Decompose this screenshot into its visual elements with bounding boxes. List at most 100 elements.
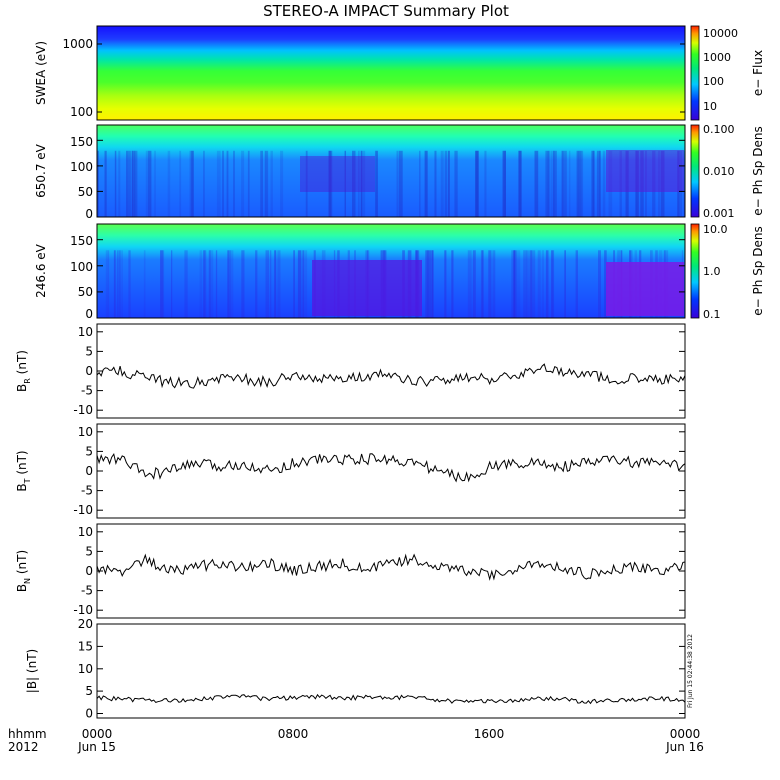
depletion-region xyxy=(606,262,684,316)
spectrogram-streak xyxy=(361,150,366,217)
spectrogram-streak xyxy=(113,250,116,318)
plot-timestamp: Fri Jun 15 02:44:38 2012 xyxy=(687,634,694,708)
swea-cb-tick-3: 10 xyxy=(703,100,717,113)
y-tick-label: 0 xyxy=(85,464,93,478)
spectrogram-streak xyxy=(302,250,304,318)
pad650-colorbar xyxy=(690,124,700,218)
spectrogram-streak xyxy=(576,150,579,217)
spectrogram-streak xyxy=(569,150,571,217)
pad246-ytick-0: 0 xyxy=(85,307,93,321)
y-tick-label: 5 xyxy=(85,684,93,698)
spectrogram-streak xyxy=(398,150,403,217)
swea-ytick-100: 100 xyxy=(70,105,93,119)
spectrogram-streak xyxy=(561,150,564,217)
spectrogram-streak xyxy=(116,250,119,318)
spectrogram-streak xyxy=(274,250,277,318)
spectrogram-streak xyxy=(199,250,202,318)
spectrogram-streak xyxy=(328,150,333,217)
spectrogram-streak xyxy=(503,150,506,217)
date-label-start: Jun 15 xyxy=(77,740,116,754)
y-tick-label: -10 xyxy=(73,403,93,417)
pad650-ytick-0: 0 xyxy=(85,207,93,221)
spectrogram-streak xyxy=(448,150,450,217)
swea-cb-tick-2: 100 xyxy=(703,75,724,88)
spectrogram-streak xyxy=(227,250,231,318)
xtick-1600: 1600 xyxy=(474,727,505,741)
pad650-ytick-100: 100 xyxy=(70,160,93,174)
spectrogram-streak xyxy=(488,250,492,318)
spectrogram-streak xyxy=(160,250,164,318)
swea-cb-tick-0: 10000 xyxy=(703,27,738,40)
spectrogram-streak xyxy=(493,250,496,318)
spectrogram-streak xyxy=(209,250,214,318)
spectrogram-streak xyxy=(143,250,146,318)
pad650-ytick-150: 150 xyxy=(70,135,93,149)
spectrogram-streak xyxy=(581,150,584,217)
pad246-ytick-50: 50 xyxy=(78,285,93,299)
spectrogram-streak xyxy=(467,250,472,318)
spectrogram-streak xyxy=(592,150,594,217)
spectrogram-streak xyxy=(118,150,121,217)
xtick-0000-start: 0000 xyxy=(82,727,113,741)
spectrogram-streak xyxy=(431,250,433,318)
bn-panel: 10 5 0 -5 -10 BN (nT) xyxy=(15,523,686,619)
spectrogram-streak xyxy=(202,250,205,318)
y-tick-label: 5 xyxy=(85,344,93,358)
spectrogram-streak xyxy=(270,150,273,217)
spectrogram-streak xyxy=(541,250,544,318)
spectrogram-streak xyxy=(451,250,454,318)
spectrogram-streak xyxy=(280,150,284,217)
pad650-cb-tick-0: 0.100 xyxy=(703,123,735,136)
spectrogram-streak xyxy=(593,150,595,217)
br-series-line xyxy=(96,363,686,389)
spectrogram-streak xyxy=(114,150,116,217)
spectrogram-streak xyxy=(424,150,428,217)
spectrogram-streak xyxy=(297,250,302,318)
spectrogram-streak xyxy=(427,250,429,318)
pad246-ylabel: 246.6 eV xyxy=(34,243,48,298)
spectrogram-streak xyxy=(344,150,346,217)
spectrogram-streak xyxy=(222,150,224,217)
pad650-cb-label: e− Ph Sp Dens xyxy=(751,126,765,215)
spectrogram-streak xyxy=(513,250,517,318)
spectrogram-streak xyxy=(255,250,258,318)
pad650-panel: 150 100 50 0 650.7 eV 0.100 0.010 0.001 … xyxy=(34,123,765,221)
spectrogram-streak xyxy=(598,250,601,318)
spectrogram-streak xyxy=(427,250,431,318)
spectrogram-streak xyxy=(434,150,437,217)
spectrogram-streak xyxy=(131,150,134,217)
spectrogram-streak xyxy=(264,150,267,217)
spectrogram-streak xyxy=(105,250,108,318)
spectrogram-streak xyxy=(444,150,448,217)
footer-year: 2012 xyxy=(8,740,39,754)
bn-ylabel: BN (nT) xyxy=(15,550,32,592)
spectrogram-streak xyxy=(233,150,235,217)
br-panel: 10 5 0 -5 -10 BR (nT) xyxy=(15,323,686,419)
pad246-cb-tick-1: 1.0 xyxy=(703,265,721,278)
y-tick-label: 15 xyxy=(78,639,93,653)
spectrogram-streak xyxy=(425,150,427,217)
spectrogram-streak xyxy=(577,150,582,217)
y-tick-label: 20 xyxy=(78,617,93,631)
spectrogram-streak xyxy=(303,250,308,318)
spectrogram-streak xyxy=(145,150,149,217)
y-tick-label: 10 xyxy=(78,325,93,339)
y-tick-label: 0 xyxy=(85,364,93,378)
spectrogram-streak xyxy=(184,250,188,318)
spectrogram-streak xyxy=(118,250,121,318)
spectrogram-streak xyxy=(265,250,269,318)
spectrogram-streak xyxy=(215,250,218,318)
pad246-cb-tick-0: 10.0 xyxy=(703,223,728,236)
depletion-region xyxy=(300,156,375,192)
bmag-series-line xyxy=(96,693,686,705)
spectrogram-streak xyxy=(134,150,138,217)
spectrogram-streak xyxy=(328,150,332,217)
spectrogram-streak xyxy=(167,150,171,217)
spectrogram-streak xyxy=(472,250,476,318)
spectrogram-streak xyxy=(121,250,123,318)
spectrogram-streak xyxy=(419,150,421,217)
pad246-ytick-100: 100 xyxy=(70,260,93,274)
spectrogram-streak xyxy=(293,250,295,318)
spectrogram-streak xyxy=(504,150,506,217)
spectrogram-streak xyxy=(523,250,527,318)
